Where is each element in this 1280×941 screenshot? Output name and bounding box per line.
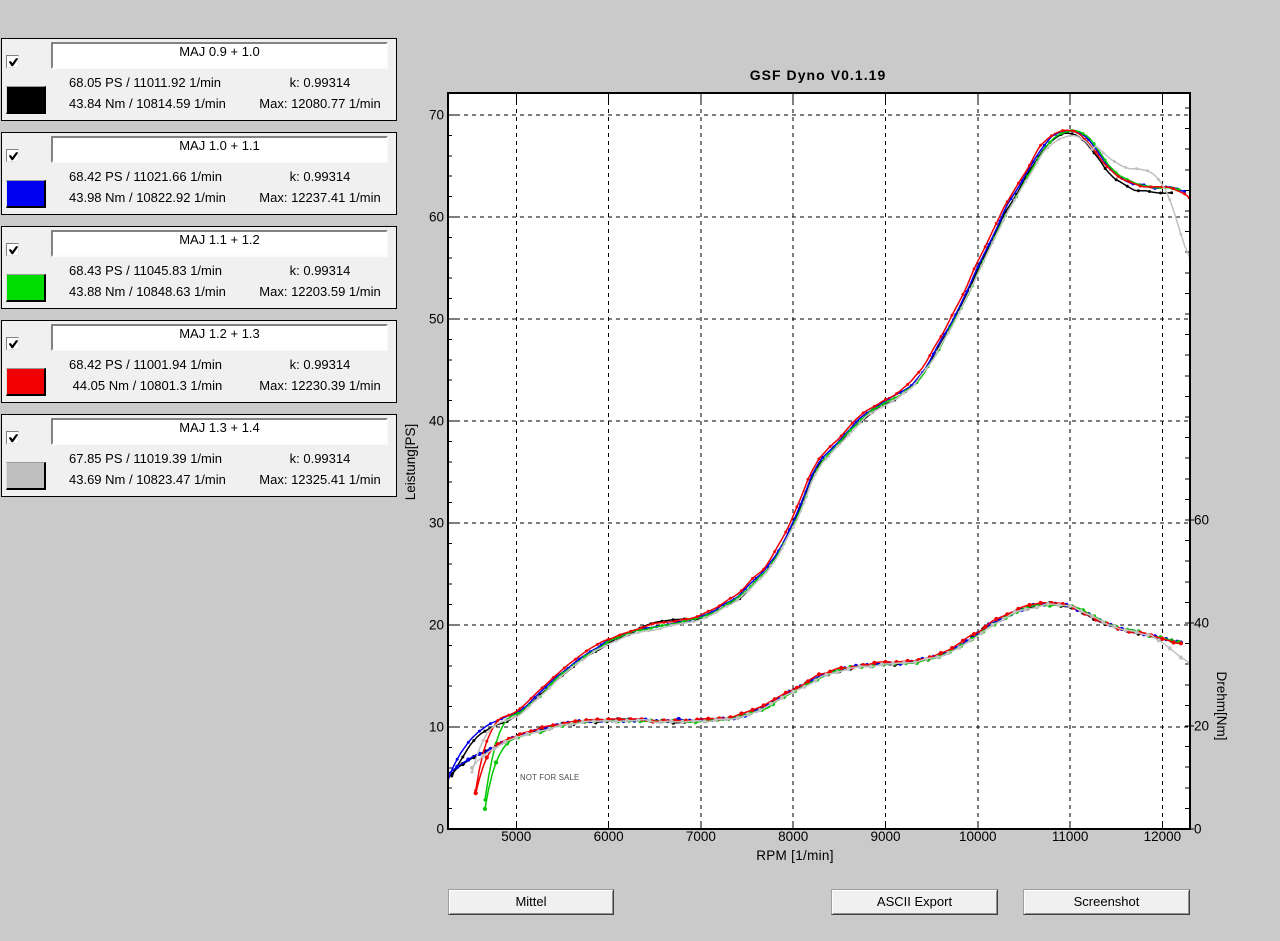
svg-text:6000: 6000: [594, 829, 624, 844]
svg-text:7000: 7000: [686, 829, 716, 844]
svg-text:40: 40: [429, 414, 444, 429]
svg-text:70: 70: [429, 108, 444, 123]
svg-text:RPM [1/min]: RPM [1/min]: [756, 848, 834, 863]
svg-text:10000: 10000: [959, 829, 997, 844]
svg-text:60: 60: [429, 210, 444, 225]
svg-text:12000: 12000: [1144, 829, 1182, 844]
svg-text:0: 0: [436, 822, 444, 837]
svg-text:5000: 5000: [501, 829, 531, 844]
svg-text:40: 40: [1194, 616, 1209, 631]
svg-text:60: 60: [1194, 513, 1209, 528]
svg-text:GSF Dyno V0.1.19: GSF Dyno V0.1.19: [750, 67, 887, 83]
svg-text:0: 0: [1194, 822, 1202, 837]
svg-text:20: 20: [1194, 719, 1209, 734]
svg-text:11000: 11000: [1052, 829, 1089, 844]
svg-text:Drehm[Nm]: Drehm[Nm]: [1214, 671, 1229, 740]
svg-text:Leistung[PS]: Leistung[PS]: [403, 424, 418, 501]
svg-text:30: 30: [429, 516, 444, 531]
svg-text:50: 50: [429, 312, 444, 327]
svg-text:NOT FOR SALE: NOT FOR SALE: [520, 773, 579, 782]
svg-text:9000: 9000: [870, 829, 900, 844]
svg-text:8000: 8000: [778, 829, 808, 844]
svg-text:20: 20: [429, 618, 444, 633]
svg-text:10: 10: [429, 720, 444, 735]
